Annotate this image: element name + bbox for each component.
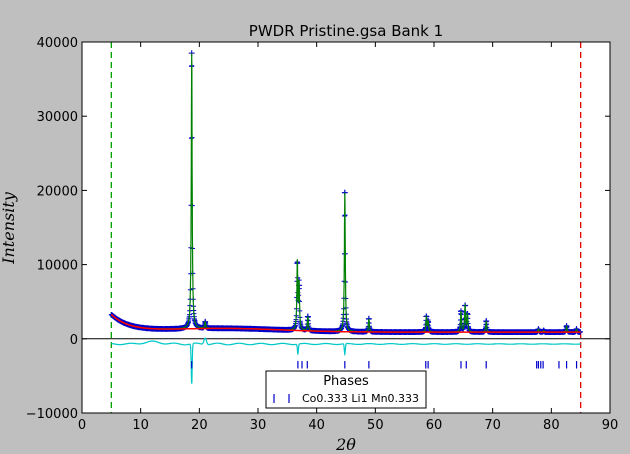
y-axis-label: Intensity — [0, 191, 18, 265]
x-tick-label: 0 — [78, 418, 86, 433]
legend: Phases Co0.333 Li1 Mn0.333 — [265, 370, 427, 409]
x-tick-label: 20 — [191, 418, 208, 433]
x-axis-label: 2θ — [335, 435, 356, 454]
background-curve — [110, 313, 581, 333]
y-tick-label: 0 — [70, 333, 78, 348]
y-tick-label: 10000 — [37, 259, 78, 274]
difference-curve — [111, 337, 581, 384]
chart-title: PWDR Pristine.gsa Bank 1 — [249, 22, 443, 40]
plot-frame — [81, 41, 611, 414]
y-tick-label: 30000 — [37, 110, 78, 125]
x-tick-label: 40 — [308, 418, 325, 433]
plot-area — [82, 42, 610, 413]
x-tick-label: 10 — [132, 418, 149, 433]
y-tick-label: −10000 — [26, 407, 78, 422]
legend-title: Phases — [323, 374, 369, 389]
legend-box — [265, 370, 427, 409]
x-tick-label: 90 — [602, 418, 619, 433]
x-tick-label: 60 — [426, 418, 443, 433]
x-tick-label: 30 — [250, 418, 267, 433]
legend-phase-label: Co0.333 Li1 Mn0.333 — [302, 392, 419, 405]
x-tick-label: 50 — [367, 418, 384, 433]
y-tick-label: 20000 — [37, 184, 78, 199]
y-tick-label: 40000 — [37, 36, 78, 51]
x-tick-label: 70 — [484, 418, 501, 433]
x-tick-label: 80 — [543, 418, 560, 433]
